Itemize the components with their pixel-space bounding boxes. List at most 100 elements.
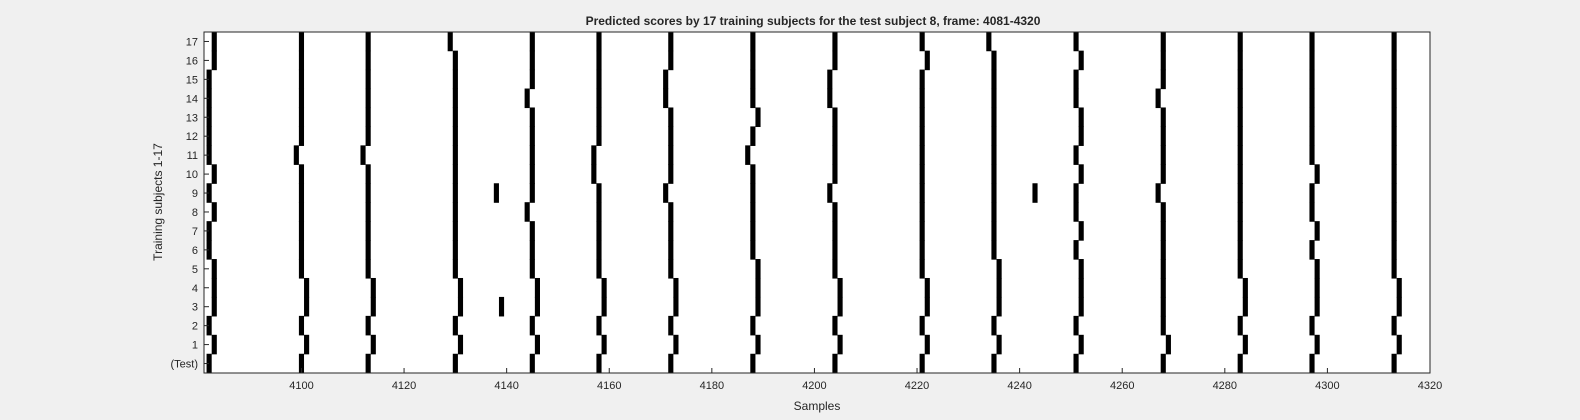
raster-mark bbox=[211, 296, 217, 317]
raster-mark bbox=[1237, 126, 1243, 146]
raster-mark bbox=[457, 296, 464, 317]
chart-title: Predicted scores by 17 training subjects… bbox=[586, 14, 1041, 28]
raster-mark bbox=[1396, 334, 1402, 355]
raster-mark bbox=[755, 277, 761, 298]
raster-mark bbox=[293, 145, 299, 165]
raster-mark bbox=[832, 31, 838, 52]
y-tick-label: 10 bbox=[186, 169, 198, 181]
raster-mark bbox=[534, 296, 540, 317]
raster-mark bbox=[457, 334, 464, 355]
raster-mark bbox=[1160, 259, 1166, 279]
raster-mark bbox=[924, 334, 930, 355]
raster-mark bbox=[1160, 221, 1166, 241]
raster-mark bbox=[919, 88, 925, 109]
raster-mark bbox=[668, 145, 674, 165]
raster-mark bbox=[663, 88, 669, 109]
x-tick-label: 4180 bbox=[700, 380, 724, 392]
raster-mark bbox=[1309, 145, 1315, 165]
raster-mark bbox=[452, 183, 458, 203]
raster-mark bbox=[668, 315, 674, 336]
raster-mark bbox=[673, 334, 679, 355]
y-axis-label: Training subjects 1-17 bbox=[151, 143, 165, 261]
raster-mark bbox=[1314, 221, 1320, 241]
raster-mark bbox=[991, 126, 997, 146]
raster-mark bbox=[298, 202, 305, 222]
raster-mark bbox=[452, 353, 458, 374]
raster-mark bbox=[1160, 107, 1166, 128]
raster-mark bbox=[919, 353, 925, 374]
raster-mark bbox=[534, 334, 540, 355]
raster-mark bbox=[1237, 164, 1243, 184]
raster-mark bbox=[596, 50, 602, 71]
raster-mark bbox=[1309, 107, 1315, 128]
raster-mark bbox=[206, 183, 212, 203]
raster-mark bbox=[755, 107, 761, 128]
raster-mark bbox=[1309, 69, 1315, 90]
raster-mark bbox=[529, 353, 535, 374]
raster-mark bbox=[298, 315, 305, 336]
raster-mark bbox=[365, 88, 371, 109]
raster-mark bbox=[452, 164, 458, 184]
raster-mark bbox=[304, 277, 310, 298]
raster-mark bbox=[370, 296, 376, 317]
raster-mark bbox=[1237, 221, 1243, 241]
raster-mark bbox=[750, 31, 756, 52]
raster-mark bbox=[750, 183, 756, 203]
raster-mark bbox=[298, 240, 305, 260]
raster-mark bbox=[452, 88, 458, 109]
raster-mark bbox=[1073, 31, 1079, 52]
raster-mark bbox=[1078, 277, 1084, 298]
raster-mark bbox=[1314, 334, 1320, 355]
raster-mark bbox=[1237, 107, 1243, 128]
x-tick-label: 4300 bbox=[1315, 380, 1339, 392]
raster-mark bbox=[919, 69, 925, 90]
raster-mark bbox=[596, 221, 602, 241]
raster-mark bbox=[596, 202, 602, 222]
raster-mark bbox=[1314, 296, 1320, 317]
raster-mark bbox=[668, 107, 674, 128]
raster-mark bbox=[668, 50, 674, 71]
raster-mark bbox=[498, 296, 505, 317]
raster-mark bbox=[991, 164, 997, 184]
raster-mark bbox=[991, 202, 997, 222]
raster-mark bbox=[298, 88, 305, 109]
raster-mark bbox=[750, 126, 756, 146]
raster-mark bbox=[832, 202, 838, 222]
raster-mark bbox=[1396, 296, 1402, 317]
raster-mark bbox=[668, 31, 674, 52]
raster-mark bbox=[996, 296, 1002, 317]
raster-mark bbox=[1073, 69, 1079, 90]
x-axis: 4100 4120 4140 4160 4180 4200 4220 4240 4260 4280… bbox=[289, 368, 1442, 392]
raster-mark bbox=[1073, 315, 1079, 336]
raster-mark bbox=[1078, 126, 1084, 146]
plot-area bbox=[204, 32, 1430, 373]
raster-mark bbox=[1155, 183, 1161, 203]
x-tick-label: 4160 bbox=[597, 380, 621, 392]
raster-mark bbox=[1391, 69, 1397, 90]
raster-mark bbox=[206, 221, 212, 241]
raster-mark bbox=[1160, 296, 1166, 317]
raster-mark bbox=[996, 334, 1002, 355]
raster-mark bbox=[529, 145, 535, 165]
raster-mark bbox=[668, 221, 674, 241]
raster-mark bbox=[1391, 183, 1397, 203]
raster-mark bbox=[1078, 50, 1084, 71]
raster-mark bbox=[837, 296, 843, 317]
y-tick-label: 3 bbox=[192, 302, 198, 314]
raster-mark bbox=[986, 31, 992, 52]
raster-mark bbox=[991, 145, 997, 165]
raster-mark bbox=[1237, 259, 1243, 279]
raster-mark bbox=[919, 183, 925, 203]
raster-mark bbox=[919, 126, 925, 146]
raster-mark bbox=[919, 315, 925, 336]
y-tick-label: 5 bbox=[192, 264, 198, 276]
raster-mark bbox=[1078, 107, 1084, 128]
raster-mark bbox=[750, 240, 756, 260]
y-tick-label: 8 bbox=[192, 207, 198, 219]
raster-mark bbox=[365, 107, 371, 128]
raster-mark bbox=[452, 240, 458, 260]
raster-mark bbox=[1160, 145, 1166, 165]
x-tick-label: 4240 bbox=[1007, 380, 1031, 392]
raster-mark bbox=[1391, 88, 1397, 109]
raster-mark bbox=[919, 259, 925, 279]
